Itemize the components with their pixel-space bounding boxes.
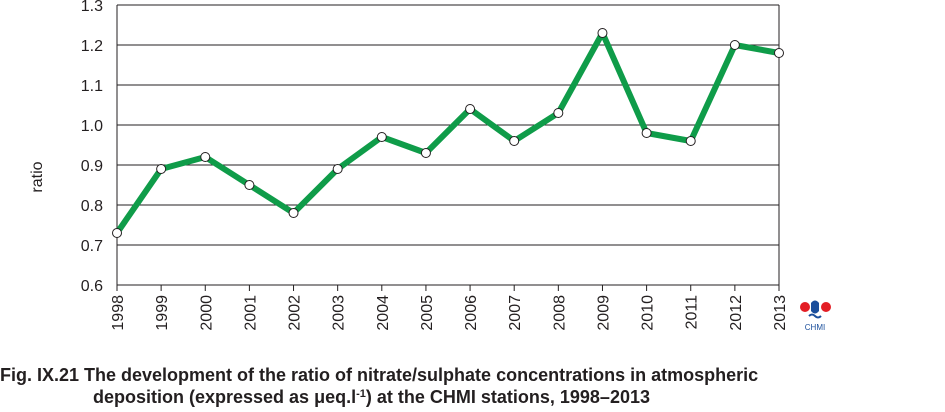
logo-red-dot-left <box>800 302 810 312</box>
figure-caption: Fig. IX.21 The development of the ratio … <box>0 364 945 408</box>
y-tick-label: 1.3 <box>81 0 103 15</box>
y-tick-label: 0.6 <box>81 278 103 295</box>
y-tick-label: 0.9 <box>81 158 103 175</box>
logo-blue-wave <box>811 300 819 314</box>
axes <box>116 5 780 291</box>
x-tick-label: 2006 <box>463 295 480 331</box>
data-point-2004 <box>376 132 387 142</box>
data-point-2001 <box>244 180 255 190</box>
x-tick-label: 2001 <box>242 295 259 331</box>
y-tick-labels: 0.6 0.7 0.8 0.9 1.0 1.1 1.2 1.3 <box>81 0 103 295</box>
series-line-0 <box>114 30 782 236</box>
x-tick-label: 2012 <box>728 295 745 331</box>
x-tick-label: 2010 <box>640 295 657 331</box>
data-point-2005 <box>420 148 431 158</box>
x-tick-label: 2011 <box>684 295 701 330</box>
data-point-2006 <box>465 104 476 114</box>
caption-line-2-end: ) at the CHMI stations, 1998–2013 <box>365 387 650 407</box>
data-point-2010 <box>641 128 652 138</box>
y-tick-label: 1.2 <box>81 38 103 55</box>
data-point-2009 <box>597 28 608 38</box>
x-tick-label: 2005 <box>419 295 436 331</box>
logo-red-dot-right <box>821 302 831 312</box>
x-tick-label: 1999 <box>154 295 171 331</box>
x-tick-label: 1998 <box>110 295 127 331</box>
x-tick-label: 2002 <box>287 295 304 331</box>
logo-blue-wave-lower <box>808 313 822 319</box>
grid-lines <box>117 4 779 286</box>
data-point-1998 <box>112 228 122 238</box>
logo-text: CHMI <box>805 323 825 332</box>
x-tick-labels: 1998 1999 2000 2001 2002 2003 2004 2005 2006 2007… <box>110 295 789 331</box>
y-tick-label: 1.0 <box>81 118 103 135</box>
x-tick-label: 2009 <box>595 295 612 331</box>
series-points <box>112 28 784 238</box>
data-point-2000 <box>200 152 211 162</box>
x-tick-label: 2013 <box>772 295 789 331</box>
caption-line-2-text: deposition (expressed as μeq.l <box>93 387 357 407</box>
data-point-2011 <box>685 136 696 146</box>
data-point-2008 <box>553 108 564 118</box>
x-tick-label: 2000 <box>198 295 215 331</box>
y-tick-label: 1.1 <box>81 78 103 95</box>
caption-superscript: -1 <box>356 388 366 400</box>
x-tick-label: 2004 <box>375 295 392 331</box>
x-tick-label: 2003 <box>331 295 348 331</box>
data-point-2013 <box>774 48 784 58</box>
chmi-logo: CHMI <box>800 300 831 332</box>
data-point-2012 <box>729 40 740 50</box>
x-tick-label: 2007 <box>507 295 524 331</box>
data-point-2007 <box>509 136 520 146</box>
y-tick-label: 0.7 <box>81 238 103 255</box>
ratio-line-chart: 0.6 0.7 0.8 0.9 1.0 1.1 1.2 1.3 1998 1999 2000 200… <box>29 0 831 332</box>
series-line <box>114 30 782 236</box>
y-tick-label: 0.8 <box>81 198 103 215</box>
x-tick-label: 2008 <box>551 295 568 331</box>
y-axis-label: ratio <box>29 161 46 192</box>
caption-line-1: Fig. IX.21 The development of the ratio … <box>0 365 759 385</box>
data-point-2003 <box>332 164 343 174</box>
caption-line-2: deposition (expressed as μeq.l-1) at the… <box>0 386 945 408</box>
data-point-2002 <box>288 208 299 218</box>
data-point-1999 <box>156 164 167 174</box>
